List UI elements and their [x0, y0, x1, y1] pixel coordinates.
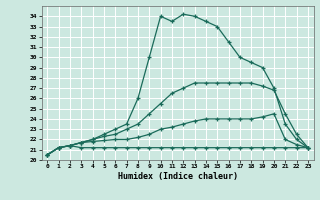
X-axis label: Humidex (Indice chaleur): Humidex (Indice chaleur)	[118, 172, 237, 181]
